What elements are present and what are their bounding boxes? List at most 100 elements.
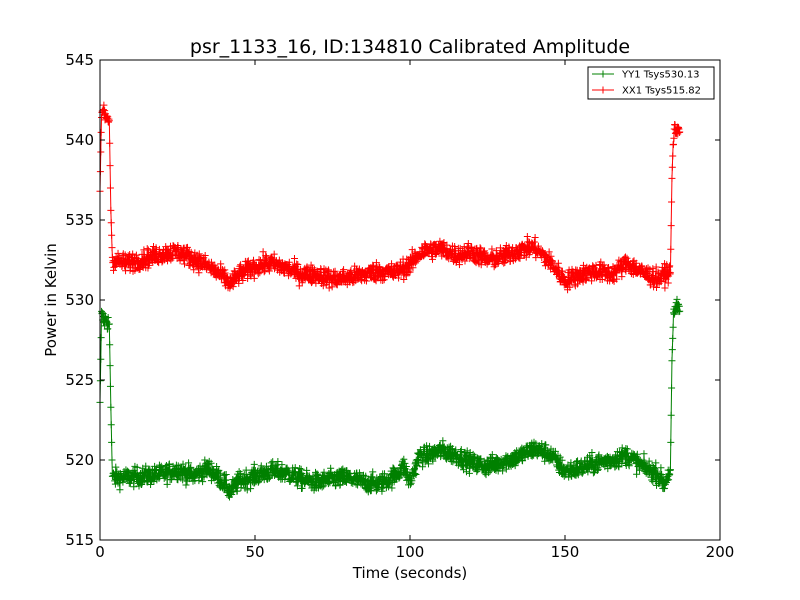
y-tick-label: 535 <box>65 211 94 229</box>
data-point <box>613 275 621 283</box>
data-point <box>270 250 278 258</box>
data-point <box>436 441 444 449</box>
data-point <box>499 467 507 475</box>
data-point <box>623 445 631 453</box>
data-point <box>362 277 370 285</box>
data-point <box>652 263 660 271</box>
data-point <box>532 254 540 262</box>
legend-box <box>587 66 715 100</box>
data-point <box>666 466 674 474</box>
data-point <box>237 261 245 269</box>
data-point <box>462 468 470 476</box>
data-point <box>107 421 115 429</box>
data-point <box>649 267 657 275</box>
data-point <box>670 134 678 142</box>
data-point <box>378 487 386 495</box>
data-point <box>457 447 465 455</box>
data-point <box>112 463 120 471</box>
data-point <box>369 468 377 476</box>
data-point <box>101 107 109 115</box>
data-point <box>455 261 463 269</box>
data-point <box>511 462 519 470</box>
data-point <box>429 457 437 465</box>
data-point <box>421 450 429 458</box>
data-point <box>108 456 116 464</box>
data-point <box>538 440 546 448</box>
data-point <box>636 466 644 474</box>
x-tick-label: 200 <box>706 543 735 561</box>
data-point <box>516 254 524 262</box>
data-point <box>668 384 676 392</box>
data-point <box>379 277 387 285</box>
data-point <box>104 325 112 333</box>
data-point <box>254 270 262 278</box>
x-tick-label: 50 <box>245 543 264 561</box>
data-point <box>142 462 150 470</box>
data-point <box>406 268 414 276</box>
data-point <box>477 261 485 269</box>
data-point <box>667 411 675 419</box>
data-point <box>325 267 333 275</box>
data-point <box>558 456 566 464</box>
data-point <box>669 334 677 342</box>
data-point <box>443 241 451 249</box>
data-point <box>308 277 316 285</box>
data-point <box>262 252 270 260</box>
data-point <box>648 476 656 484</box>
data-point <box>231 478 239 486</box>
data-point <box>555 264 563 272</box>
data-point <box>255 477 263 485</box>
legend: YY1 Tsys530.13 XX1 Tsys515.82 <box>587 66 715 100</box>
x-tick-label: 0 <box>95 543 105 561</box>
data-point <box>106 162 114 170</box>
data-point <box>129 250 137 258</box>
data-point <box>457 446 465 454</box>
data-point <box>105 117 113 125</box>
data-point <box>97 355 105 363</box>
data-point <box>201 251 209 259</box>
data-point <box>193 259 201 267</box>
data-point <box>298 469 306 477</box>
data-point <box>542 441 550 449</box>
data-point <box>463 447 471 455</box>
data-point <box>216 469 224 477</box>
data-point <box>97 334 105 342</box>
data-point <box>190 266 198 274</box>
data-point <box>250 256 258 264</box>
data-point <box>582 275 590 283</box>
data-point <box>362 472 370 480</box>
data-point <box>330 268 338 276</box>
data-point <box>669 323 677 331</box>
data-point <box>448 445 456 453</box>
data-point <box>242 480 250 488</box>
data-point <box>107 219 115 227</box>
y-tick-label: 525 <box>65 371 94 389</box>
data-point <box>603 460 611 468</box>
data-point <box>291 464 299 472</box>
data-point <box>213 463 221 471</box>
data-point <box>673 295 681 303</box>
data-point <box>464 239 472 247</box>
y-axis-label: Power in Kelvin <box>42 243 60 357</box>
data-point <box>402 272 410 280</box>
data-point <box>589 263 597 271</box>
data-point <box>108 438 116 446</box>
data-point <box>438 252 446 260</box>
data-point <box>633 450 641 458</box>
data-point <box>618 460 626 468</box>
data-point <box>609 276 617 284</box>
plot-area <box>96 101 684 501</box>
data-point <box>163 480 171 488</box>
legend-item: YY1 Tsys530.13 <box>592 70 700 81</box>
data-point <box>306 473 314 481</box>
data-point <box>597 258 605 266</box>
x-axis-label: Time (seconds) <box>352 564 468 582</box>
data-point <box>652 459 660 467</box>
data-point <box>195 269 203 277</box>
data-point <box>429 255 437 263</box>
data-point <box>106 184 114 192</box>
data-point <box>412 471 420 479</box>
data-point <box>100 101 108 109</box>
